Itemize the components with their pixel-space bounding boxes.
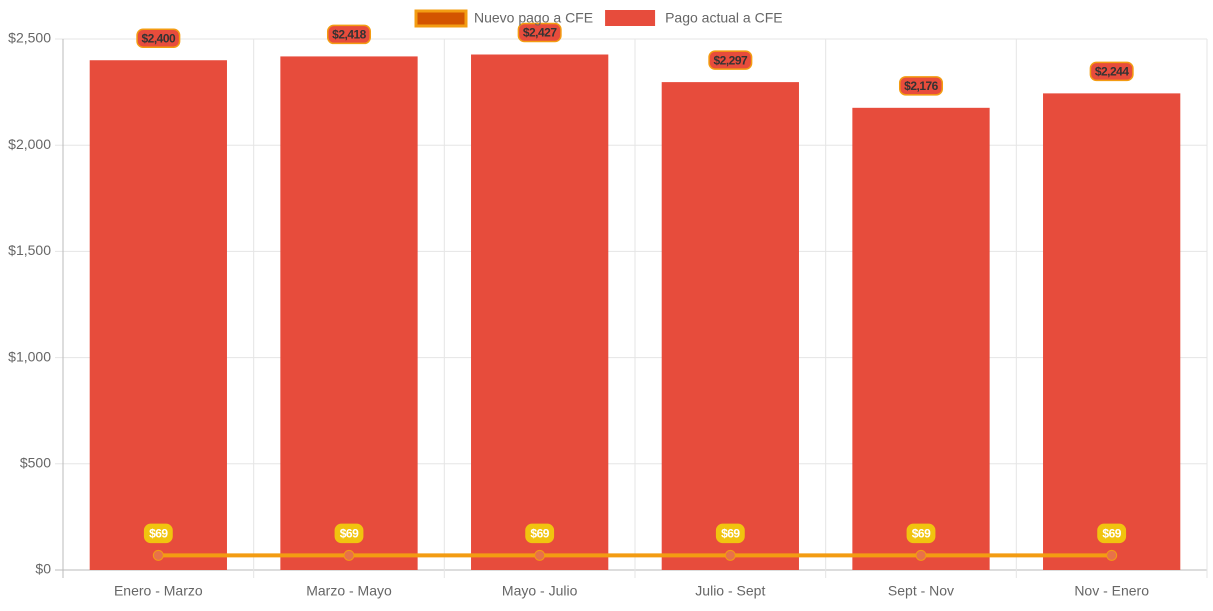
- x-tick-label: Enero - Marzo: [114, 583, 203, 599]
- value-label-text: $69: [912, 527, 931, 541]
- x-tick-label: Sept - Nov: [888, 583, 954, 599]
- value-label-text: $2,244: [1095, 65, 1130, 79]
- bar: [471, 54, 609, 571]
- value-label-box: [136, 28, 181, 48]
- value-label-text: $2,400: [141, 31, 176, 45]
- value-label: $69: [906, 523, 936, 544]
- y-tick-label: $0: [35, 561, 51, 577]
- value-label: $69: [334, 523, 364, 544]
- point: [915, 549, 927, 561]
- value-label: $2,297: [708, 50, 753, 70]
- value-label-box: [1089, 61, 1134, 82]
- point: [724, 549, 736, 561]
- point: [1106, 549, 1118, 561]
- value-label-box: [525, 523, 555, 544]
- value-label: $69: [143, 523, 173, 544]
- legend-label: Nuevo pago a CFE: [474, 10, 593, 26]
- bar: [852, 107, 990, 570]
- value-label-text: $2,297: [713, 53, 748, 67]
- legend-label: Pago actual a CFE: [665, 10, 783, 26]
- bar: [89, 60, 227, 571]
- value-label-box: [517, 22, 562, 43]
- value-label-box: [1097, 523, 1127, 544]
- value-label-text: $69: [721, 527, 740, 541]
- value-label: $69: [715, 523, 745, 544]
- value-label-box: [906, 523, 936, 544]
- y-tick-label: $1,500: [8, 242, 51, 258]
- value-label-box: [715, 523, 745, 544]
- point: [343, 549, 355, 561]
- value-label-box: [334, 523, 364, 544]
- legend-swatch: [605, 10, 656, 26]
- value-label: $2,427: [517, 22, 562, 43]
- value-label-box: [143, 523, 173, 544]
- x-tick-label: Marzo - Mayo: [306, 583, 392, 599]
- value-label-text: $2,427: [523, 26, 558, 40]
- y-tick-label: $500: [20, 455, 51, 471]
- value-label: $2,176: [898, 76, 944, 96]
- value-label-box: [898, 76, 944, 96]
- value-label: $69: [1097, 523, 1127, 544]
- bar: [1043, 93, 1181, 571]
- x-tick-label: Nov - Enero: [1074, 583, 1149, 599]
- value-label-box: [708, 50, 753, 70]
- value-label-text: $69: [1102, 527, 1121, 541]
- x-tick-label: Julio - Sept: [695, 583, 765, 599]
- value-label-text: $2,176: [904, 79, 939, 93]
- legend-swatch: [414, 9, 468, 28]
- bar: [280, 56, 418, 570]
- value-label-text: $69: [530, 527, 549, 541]
- bar: [661, 82, 799, 571]
- value-label: $69: [525, 523, 555, 544]
- value-label-box: [326, 24, 372, 45]
- y-tick-label: $1,000: [8, 348, 51, 364]
- value-label-text: $69: [340, 527, 359, 541]
- value-label-text: $69: [149, 527, 168, 541]
- value-label: $2,244: [1089, 61, 1134, 82]
- value-label: $2,400: [136, 28, 181, 48]
- point: [152, 549, 164, 561]
- y-tick-label: $2,000: [8, 136, 51, 152]
- point: [534, 549, 546, 561]
- legend: Nuevo pago a CFE Pago actual a CFE: [414, 9, 783, 28]
- value-label: $2,418: [326, 24, 372, 45]
- value-label-text: $2,418: [332, 28, 367, 42]
- y-tick-label: $2,500: [8, 30, 51, 46]
- x-tick-label: Mayo - Julio: [502, 583, 578, 599]
